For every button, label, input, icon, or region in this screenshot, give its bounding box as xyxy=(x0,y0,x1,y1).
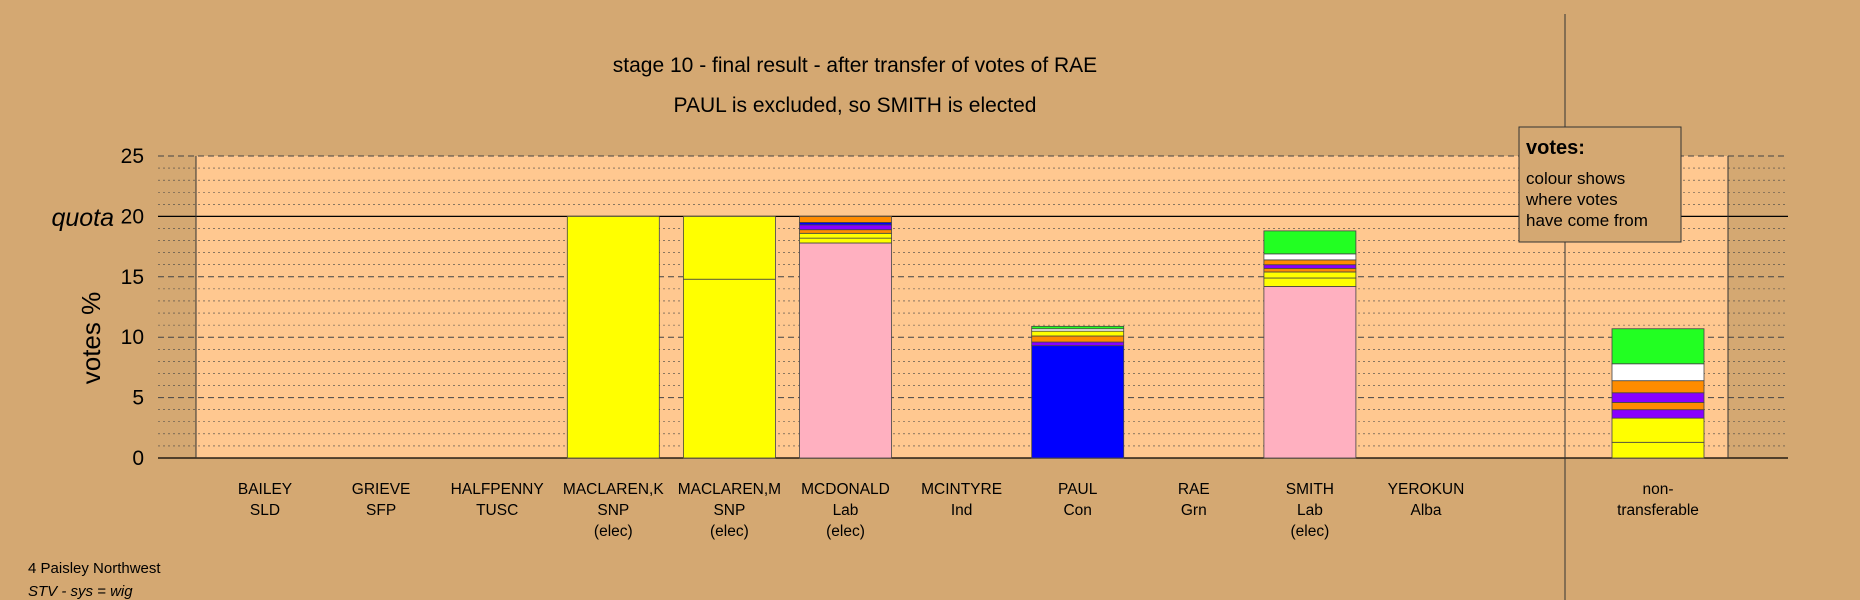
quota-label: quota xyxy=(51,204,114,232)
x-tick-label: non- xyxy=(1642,481,1673,498)
bar-segment xyxy=(1611,402,1705,411)
bar-segment xyxy=(1611,417,1705,443)
bar-segment xyxy=(799,224,892,231)
x-tick-label: Lab xyxy=(1297,502,1323,519)
bar-segment xyxy=(799,232,892,239)
bar-segment xyxy=(683,278,776,459)
bar-segment xyxy=(1611,363,1705,382)
x-tick-label: TUSC xyxy=(476,502,518,519)
x-tick-label: GRIEVE xyxy=(352,481,411,498)
bar-segment xyxy=(799,215,892,223)
chart-subtitle: PAUL is excluded, so SMITH is elected xyxy=(674,94,1037,117)
y-axis-label: votes % xyxy=(76,292,106,385)
x-tick-label: YEROKUN xyxy=(1388,481,1465,498)
bar-segment xyxy=(1263,230,1357,255)
plot-area xyxy=(196,156,1728,458)
bar-segment xyxy=(799,237,892,244)
bar-segment xyxy=(683,215,776,280)
x-tick-label: SNP xyxy=(597,502,629,519)
x-tick-label: RAE xyxy=(1178,481,1210,498)
footer-constituency: 4 Paisley Northwest xyxy=(28,560,161,577)
legend-box: votes: colour shows where votes have com… xyxy=(1518,126,1682,243)
bar-segment xyxy=(1031,335,1125,343)
legend-line: where votes xyxy=(1525,190,1618,209)
bar-segment xyxy=(799,242,892,459)
x-tick-label: SNP xyxy=(713,502,745,519)
bar-segment xyxy=(1031,341,1125,347)
bar-segment xyxy=(1611,380,1705,394)
bar-segment xyxy=(566,215,660,459)
x-tick-label: SLD xyxy=(250,502,280,519)
bar-segment xyxy=(1263,277,1357,287)
x-tick-label: Alba xyxy=(1410,502,1441,519)
x-tick-label: PAUL xyxy=(1058,481,1098,498)
legend-title: votes: xyxy=(1526,137,1585,159)
x-labels: BAILEY SLD GRIEVE SFP HALFPENNY TUSC MACLAREN,… xyxy=(238,481,1699,540)
bars xyxy=(566,215,1705,459)
bar-segment xyxy=(1611,409,1705,419)
y-tick-label: 25 xyxy=(121,145,144,168)
bar-segment xyxy=(799,229,892,234)
legend-line: have come from xyxy=(1526,211,1648,230)
footer-system: STV - sys = wig xyxy=(28,583,133,600)
bar-segment xyxy=(1031,330,1125,337)
x-tick-label: HALFPENNY xyxy=(451,481,544,498)
y-tick-label: 5 xyxy=(132,387,144,410)
bar-segment xyxy=(1263,267,1357,273)
x-tick-label: transferable xyxy=(1617,502,1699,519)
y-tick-label: 15 xyxy=(121,266,144,289)
y-tick-labels: 0 5 10 15 20 25 xyxy=(121,145,144,470)
x-tick-label: MCDONALD xyxy=(801,481,890,498)
bar-segment xyxy=(1263,259,1357,266)
y-tick-label: 20 xyxy=(121,205,144,228)
x-tick-label: MCINTYRE xyxy=(921,481,1002,498)
x-tick-label: (elec) xyxy=(826,523,865,540)
bar-segment xyxy=(1263,253,1357,261)
bar-segment xyxy=(1611,441,1705,459)
x-tick-label: SFP xyxy=(366,502,396,519)
y-tick-label: 0 xyxy=(132,447,144,470)
grid xyxy=(158,155,1788,459)
x-tick-label: (elec) xyxy=(710,523,749,540)
bar-segment xyxy=(1611,392,1705,403)
x-tick-label: MACLAREN,M xyxy=(678,481,781,498)
bar-segment xyxy=(1263,264,1357,269)
x-tick-label: (elec) xyxy=(1291,523,1330,540)
bar-segment xyxy=(1263,271,1357,279)
x-tick-label: SMITH xyxy=(1286,481,1334,498)
y-tick-label: 10 xyxy=(121,326,144,349)
x-tick-label: Ind xyxy=(951,502,973,519)
x-tick-label: Lab xyxy=(833,502,859,519)
bar-segment xyxy=(1611,328,1705,365)
bar-segment xyxy=(1263,286,1357,459)
x-tick-label: Grn xyxy=(1181,502,1207,519)
x-tick-label: (elec) xyxy=(594,523,633,540)
legend-line: colour shows xyxy=(1526,169,1625,188)
bar-segment xyxy=(1031,325,1125,330)
chart-title: stage 10 - final result - after transfer… xyxy=(613,54,1097,77)
x-tick-label: MACLAREN,K xyxy=(563,481,664,498)
x-tick-label: Con xyxy=(1063,502,1091,519)
x-tick-label: BAILEY xyxy=(238,481,292,498)
bar-segment xyxy=(1031,345,1125,459)
